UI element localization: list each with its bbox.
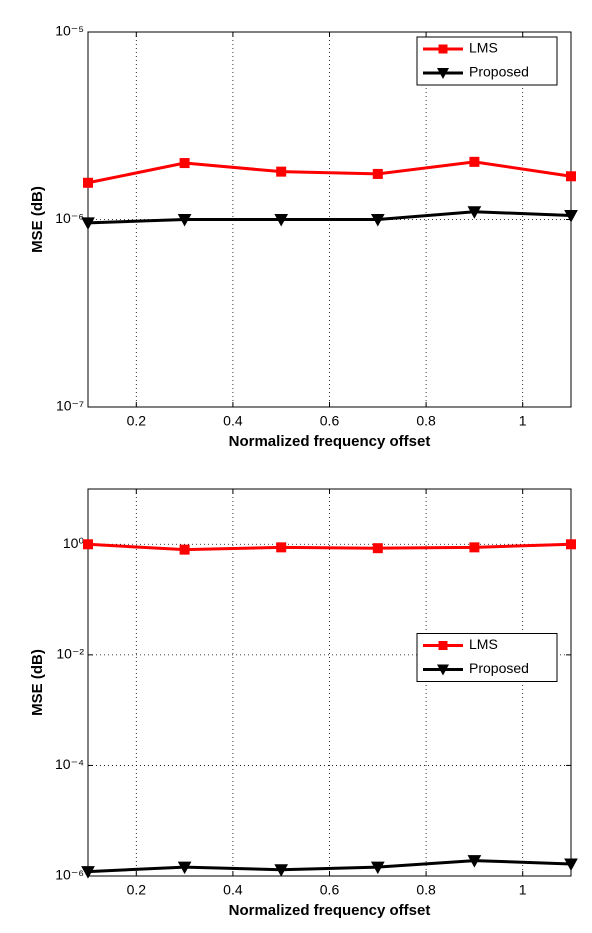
legend-marker — [437, 664, 449, 676]
x-tick-label: 1 — [519, 413, 527, 429]
marker — [274, 864, 289, 877]
marker — [276, 542, 287, 553]
legend-label: LMS — [469, 40, 498, 56]
marker — [564, 858, 578, 872]
x-tick-label: 0.8 — [416, 413, 436, 429]
legend-marker — [437, 68, 449, 79]
y-tick-label: 10⁻⁷ — [56, 398, 84, 414]
marker — [81, 866, 95, 879]
y-axis-label: MSE (dB) — [29, 186, 46, 253]
legend-marker — [438, 641, 448, 650]
series-line — [87, 160, 572, 185]
marker — [179, 544, 190, 555]
marker — [566, 171, 576, 182]
series-line — [87, 210, 572, 225]
marker — [469, 156, 480, 167]
marker — [177, 861, 192, 875]
marker — [372, 543, 383, 554]
marker — [370, 861, 385, 875]
y-tick-label: 10⁻⁴ — [55, 756, 84, 772]
legend-marker — [438, 44, 448, 54]
x-axis-label: Normalized frequency offset — [229, 902, 431, 919]
marker — [179, 158, 190, 169]
series-line — [87, 859, 572, 874]
marker — [370, 214, 385, 227]
y-tick-label: 10⁻⁶ — [55, 867, 84, 883]
x-tick-label: 0.8 — [416, 882, 436, 898]
x-tick-label: 0.6 — [320, 882, 340, 898]
x-tick-label: 0.2 — [127, 882, 147, 898]
legend-label: Proposed — [469, 64, 529, 80]
y-tick-label: 10⁻⁶ — [55, 210, 84, 226]
x-tick-label: 1 — [519, 882, 527, 898]
x-tick-label: 0.4 — [223, 882, 243, 898]
marker — [83, 539, 93, 550]
marker — [83, 177, 93, 188]
marker — [276, 166, 287, 177]
y-tick-label: 10⁻⁵ — [55, 23, 84, 39]
marker — [372, 168, 383, 179]
marker — [274, 214, 289, 227]
legend-label: LMS — [469, 636, 498, 652]
y-axis-label: MSE (dB) — [29, 649, 46, 716]
y-tick-label: 10⁻² — [56, 646, 84, 662]
x-tick-label: 0.6 — [320, 413, 340, 429]
series-line — [87, 542, 572, 552]
marker — [467, 206, 482, 219]
legend-label: Proposed — [469, 660, 529, 676]
x-axis-label: Normalized frequency offset — [229, 433, 431, 450]
marker — [566, 539, 576, 550]
y-tick-label: 10⁰ — [63, 535, 85, 551]
x-tick-label: 0.2 — [127, 413, 147, 429]
marker — [467, 855, 482, 868]
marker — [564, 210, 578, 223]
marker — [81, 217, 95, 230]
marker — [177, 214, 192, 227]
x-tick-label: 0.4 — [223, 413, 243, 429]
axes-frame — [87, 488, 572, 877]
marker — [469, 542, 480, 553]
